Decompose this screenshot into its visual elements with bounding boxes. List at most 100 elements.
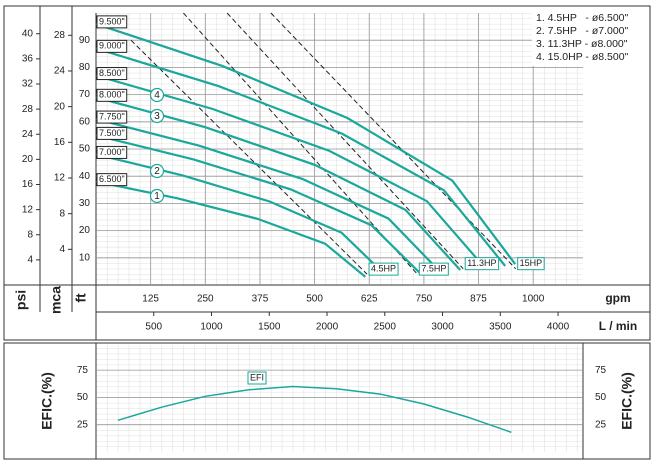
curve	[95, 180, 366, 278]
legend-entry: 4. 15.0HP - ø8.500"	[536, 51, 629, 63]
y2-tick-label: 40	[22, 28, 34, 39]
curve-label-box	[96, 88, 128, 102]
minor-grid	[96, 345, 583, 452]
x-tick-label: 1000	[522, 294, 545, 305]
curve-label-box	[96, 39, 128, 53]
axis-title: mca	[48, 286, 64, 314]
y-tick-label: 40	[79, 171, 91, 182]
hp-limit-line	[226, 12, 464, 270]
legend-box	[532, 10, 648, 66]
axis-title: gpm	[605, 291, 630, 305]
x2-tick-label: 500	[145, 322, 162, 333]
y3-tick-label: 16	[54, 137, 66, 148]
y2-tick-label: 36	[22, 53, 34, 64]
curve-label-box	[96, 110, 128, 124]
x2-tick-label: 1000	[200, 322, 223, 333]
y-tick-label: 25	[77, 419, 89, 430]
y-tick-label: 25	[595, 419, 607, 430]
curve-label: 8.500"	[99, 68, 125, 78]
x-tick-label: 625	[361, 294, 378, 305]
curve-label-box	[96, 126, 128, 140]
y-tick-label: 90	[79, 35, 91, 46]
curve-label: 7.000"	[99, 147, 125, 157]
curve	[95, 74, 486, 269]
y3-tick-label: 12	[54, 173, 66, 184]
curve-marker	[149, 108, 165, 124]
x-tick-label: 875	[470, 294, 487, 305]
y2-tick-label: 16	[22, 179, 34, 190]
hp-label: 11.3HP	[467, 258, 496, 268]
curve	[95, 47, 507, 267]
legend-entry: 3. 11.3HP - ø8.000"	[536, 38, 628, 50]
legend-entry: 2. 7.5HP - ø7.000"	[536, 25, 629, 37]
hp-label-box	[418, 262, 449, 276]
y-tick-label: 75	[595, 365, 607, 376]
curve-label: 8.000"	[99, 90, 125, 100]
y-tick-label: 50	[77, 392, 89, 403]
frame	[3, 342, 651, 460]
y2-tick-label: 20	[22, 154, 34, 165]
axis-title: EFIC.(%)	[39, 372, 55, 430]
curve-marker-label: 2	[154, 166, 160, 177]
curve-label-box	[96, 15, 128, 29]
hp-label-box	[517, 257, 545, 271]
y3-tick-label: 28	[54, 30, 66, 41]
y3-tick-label: 20	[54, 101, 66, 112]
series-label-box	[247, 371, 267, 385]
y3-tick-label: 8	[59, 208, 65, 219]
curve-marker	[149, 87, 165, 103]
hp-limit-line	[270, 12, 517, 270]
y3-tick-label: 24	[54, 66, 66, 77]
curve-marker	[149, 188, 165, 204]
y2-tick-label: 8	[27, 229, 33, 240]
hp-label: 4.5HP	[371, 263, 396, 273]
y-tick-label: 80	[79, 62, 91, 73]
x-tick-label: 125	[142, 294, 159, 305]
efficiency-curve	[117, 385, 512, 434]
series-label: EFI	[250, 372, 264, 382]
curve-marker-label: 3	[154, 111, 160, 122]
curve	[95, 96, 462, 271]
y-tick-label: 75	[77, 365, 89, 376]
curve-label: 7.750"	[99, 111, 125, 121]
hp-label: 7.5HP	[421, 263, 446, 273]
curve-label-box	[96, 145, 128, 159]
y-tick-label: 20	[79, 225, 91, 236]
legend-entry: 1. 4.5HP - ø6.500"	[536, 12, 629, 24]
curve-label: 7.500"	[99, 128, 125, 138]
x2-tick-label: 4000	[547, 322, 570, 333]
y3-tick-label: 4	[59, 244, 65, 255]
y2-tick-label: 32	[22, 79, 34, 90]
axis-title: L / min	[599, 319, 637, 333]
axis-title: ft	[73, 293, 89, 303]
curve-label: 9.000"	[99, 41, 125, 51]
hp-limit-line	[130, 39, 368, 275]
curve-marker-label: 4	[154, 90, 160, 101]
x2-tick-label: 3500	[489, 322, 512, 333]
curve	[95, 22, 517, 265]
x2-tick-label: 1500	[258, 322, 281, 333]
y-tick-label: 50	[79, 144, 91, 155]
y2-tick-label: 4	[27, 255, 33, 266]
frame	[3, 5, 651, 341]
y-tick-label: 30	[79, 198, 91, 209]
y2-tick-label: 28	[22, 104, 34, 115]
x2-tick-label: 2000	[316, 322, 339, 333]
curve-label: 6.500"	[99, 174, 125, 184]
curve-label: 9.500"	[99, 16, 125, 26]
x-tick-label: 250	[197, 294, 214, 305]
hp-label-box	[368, 262, 399, 276]
axis-title: psi	[13, 290, 29, 310]
x-tick-label: 500	[306, 294, 323, 305]
hp-label-box	[464, 257, 500, 271]
x2-tick-label: 2500	[374, 322, 397, 333]
curve-label-box	[96, 173, 128, 187]
y2-tick-label: 24	[22, 129, 34, 140]
x-tick-label: 750	[416, 294, 433, 305]
curve-marker	[149, 163, 165, 179]
y-tick-label: 70	[79, 89, 91, 100]
axis-title: EFIC.(%)	[619, 372, 635, 430]
curve	[95, 134, 421, 274]
y-tick-label: 10	[79, 252, 91, 263]
